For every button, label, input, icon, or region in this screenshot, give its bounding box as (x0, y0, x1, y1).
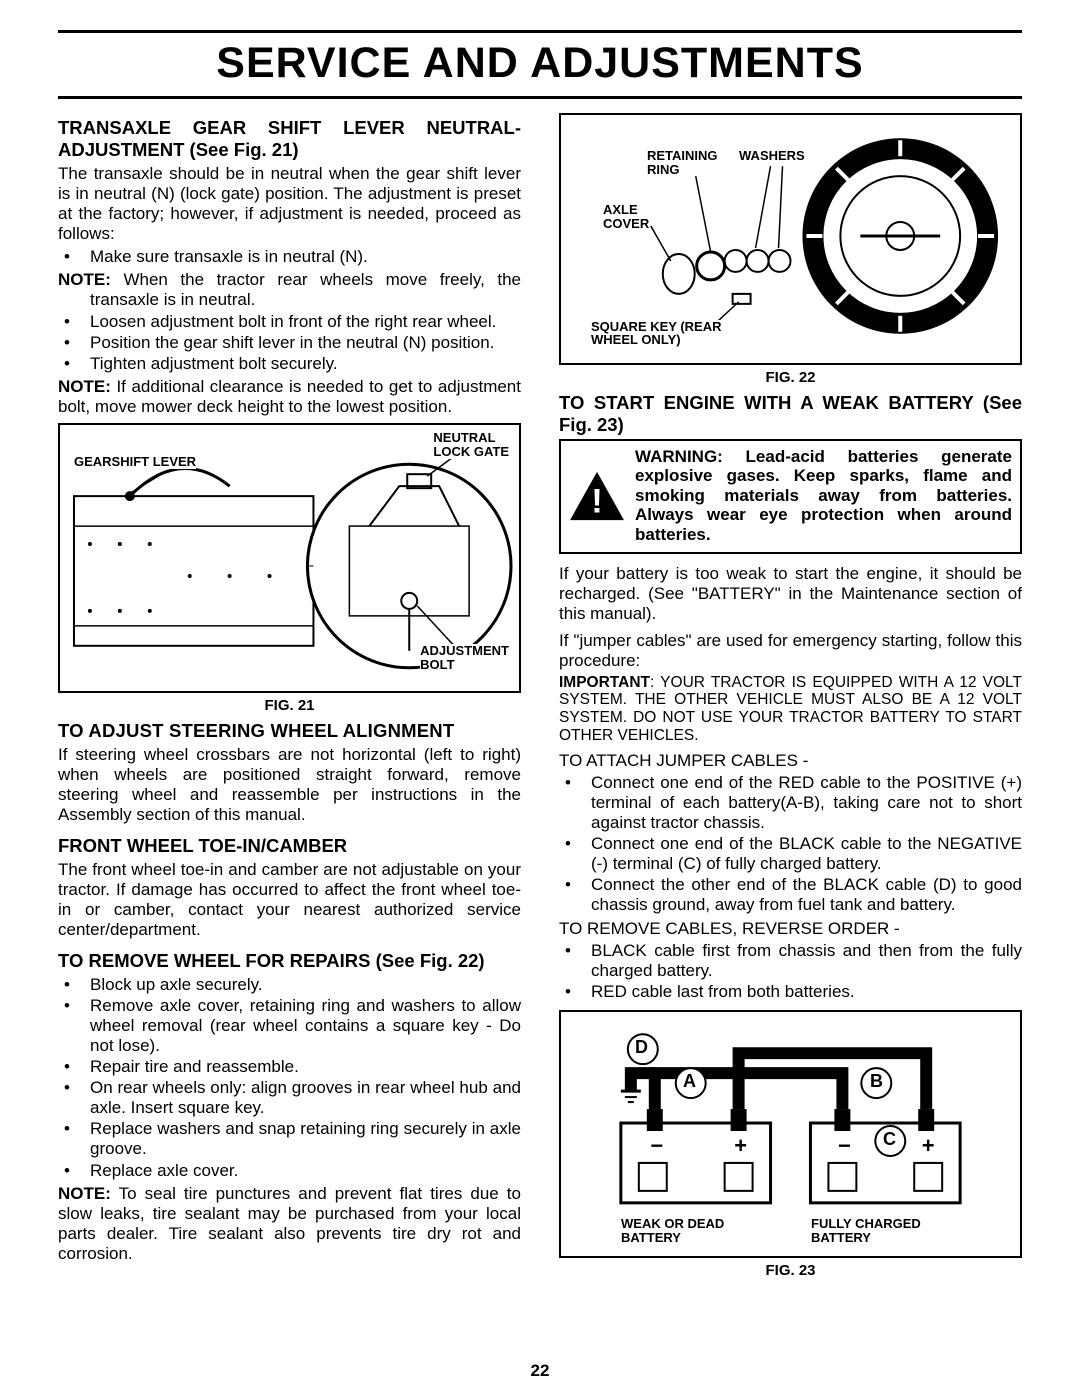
heading-removewheel: TO REMOVE WHEEL FOR REPAIRS (See Fig. 22… (58, 950, 521, 972)
fig23-A: A (683, 1072, 696, 1091)
note-lead: NOTE: (58, 270, 111, 289)
heading-weakbattery: TO START ENGINE WITH A WEAK BATTERY (See… (559, 392, 1022, 436)
fig23-caption: FIG. 23 (559, 1262, 1022, 1279)
figure-22: RETAINING RING WASHERS AXLE COVER SQUARE… (559, 113, 1022, 365)
page-number: 22 (0, 1361, 1080, 1381)
list-item: BLACK cable first from chassis and then … (559, 941, 1022, 981)
warn-lead: WARNING (635, 447, 717, 466)
warning-box: ! WARNING: Lead-acid batteries generate … (559, 439, 1022, 555)
fig23-D: D (635, 1038, 648, 1057)
heading-toein: FRONT WHEEL TOE-IN/CAMBER (58, 835, 521, 857)
note-rest: If additional clearance is needed to get… (58, 377, 521, 416)
list-item: Loosen adjustment bolt in front of the r… (58, 312, 521, 332)
para-toein: The front wheel toe-in and camber are no… (58, 860, 521, 940)
attach-head: TO ATTACH JUMPER CABLES - (559, 751, 1022, 771)
note-rest: When the tractor rear wheels move freely… (90, 270, 521, 309)
list-item: On rear wheels only: align grooves in re… (58, 1078, 521, 1118)
fig23-C: C (883, 1130, 896, 1149)
figure-23: − + − + A B C D WEAK OR DEAD BATTERY FUL… (559, 1010, 1022, 1258)
fig21-label-neutral: NEUTRAL LOCK GATE (433, 431, 509, 458)
rule-under-title (58, 96, 1022, 99)
list-item: Connect one end of the RED cable to the … (559, 773, 1022, 833)
right-column: RETAINING RING WASHERS AXLE COVER SQUARE… (559, 113, 1022, 1285)
note-lead: NOTE: (58, 1184, 111, 1203)
svg-text:+: + (922, 1133, 935, 1158)
list-transaxle-1: Make sure transaxle is in neutral (N). (58, 247, 521, 267)
fig22-label-axle: AXLE COVER (603, 203, 649, 230)
para-transaxle-intro: The transaxle should be in neutral when … (58, 164, 521, 244)
para-steering: If steering wheel crossbars are not hori… (58, 745, 521, 825)
list-item: Replace axle cover. (58, 1161, 521, 1181)
fig22-label-key: SQUARE KEY (REAR WHEEL ONLY) (591, 320, 722, 347)
fig21-caption: FIG. 21 (58, 697, 521, 714)
fig21-label-gearshift: GEARSHIFT LEVER (74, 455, 196, 469)
svg-text:+: + (734, 1133, 747, 1158)
note-lead: NOTE: (58, 377, 111, 396)
page-title: SERVICE AND ADJUSTMENTS (58, 39, 1022, 88)
imp-lead: IMPORTANT (559, 674, 650, 691)
list-removewheel: Block up axle securely. Remove axle cove… (58, 975, 521, 1180)
heading-transaxle: TRANSAXLE GEAR SHIFT LEVER NEUTRAL-ADJUS… (58, 117, 521, 161)
important-12v: IMPORTANT: YOUR TRACTOR IS EQUIPPED WITH… (559, 674, 1022, 745)
list-item: RED cable last from both batteries. (559, 982, 1022, 1002)
list-attach: Connect one end of the RED cable to the … (559, 773, 1022, 915)
fig22-label-wash: WASHERS (739, 149, 805, 163)
fig22-caption: FIG. 22 (559, 369, 1022, 386)
fig21-label-adj: ADJUSTMENT BOLT (420, 644, 509, 671)
remove-head: TO REMOVE CABLES, REVERSE ORDER - (559, 919, 1022, 939)
list-item: Tighten adjustment bolt securely. (58, 354, 521, 374)
list-item: Block up axle securely. (58, 975, 521, 995)
list-item: Position the gear shift lever in the neu… (58, 333, 521, 353)
note-transaxle-2: NOTE: If additional clearance is needed … (58, 377, 521, 417)
two-column-layout: TRANSAXLE GEAR SHIFT LEVER NEUTRAL-ADJUS… (58, 113, 1022, 1285)
note-transaxle-1: NOTE: When the tractor rear wheels move … (58, 270, 521, 310)
fig23-B: B (870, 1072, 883, 1091)
warning-icon: ! (567, 447, 627, 545)
fig23-label-full: FULLY CHARGED BATTERY (811, 1217, 921, 1244)
list-transaxle-2: Loosen adjustment bolt in front of the r… (58, 312, 521, 374)
fig23-label-weak: WEAK OR DEAD BATTERY (621, 1217, 724, 1244)
svg-text:!: ! (591, 482, 603, 520)
warning-text: WARNING: Lead-acid batteries generate ex… (635, 447, 1012, 545)
svg-text:−: − (838, 1133, 851, 1158)
svg-text:−: − (650, 1133, 663, 1158)
list-item: Remove axle cover, retaining ring and wa… (58, 996, 521, 1056)
rule-top (58, 30, 1022, 33)
para-weakbat-1: If your battery is too weak to start the… (559, 564, 1022, 624)
para-weakbat-2: If "jumper cables" are used for emergenc… (559, 631, 1022, 671)
list-item: Replace washers and snap retaining ring … (58, 1119, 521, 1159)
note-removewheel: NOTE: To seal tire punctures and prevent… (58, 1184, 521, 1264)
note-rest: To seal tire punctures and prevent flat … (58, 1184, 521, 1263)
list-remove: BLACK cable first from chassis and then … (559, 941, 1022, 1002)
list-item: Make sure transaxle is in neutral (N). (58, 247, 521, 267)
fig22-label-ret: RETAINING RING (647, 149, 718, 176)
list-item: Connect the other end of the BLACK cable… (559, 875, 1022, 915)
list-item: Repair tire and reassemble. (58, 1057, 521, 1077)
left-column: TRANSAXLE GEAR SHIFT LEVER NEUTRAL-ADJUS… (58, 113, 521, 1285)
heading-steering: TO ADJUST STEERING WHEEL ALIGNMENT (58, 720, 521, 742)
figure-21: GEARSHIFT LEVER NEUTRAL LOCK GATE ADJUST… (58, 423, 521, 693)
list-item: Connect one end of the BLACK cable to th… (559, 834, 1022, 874)
